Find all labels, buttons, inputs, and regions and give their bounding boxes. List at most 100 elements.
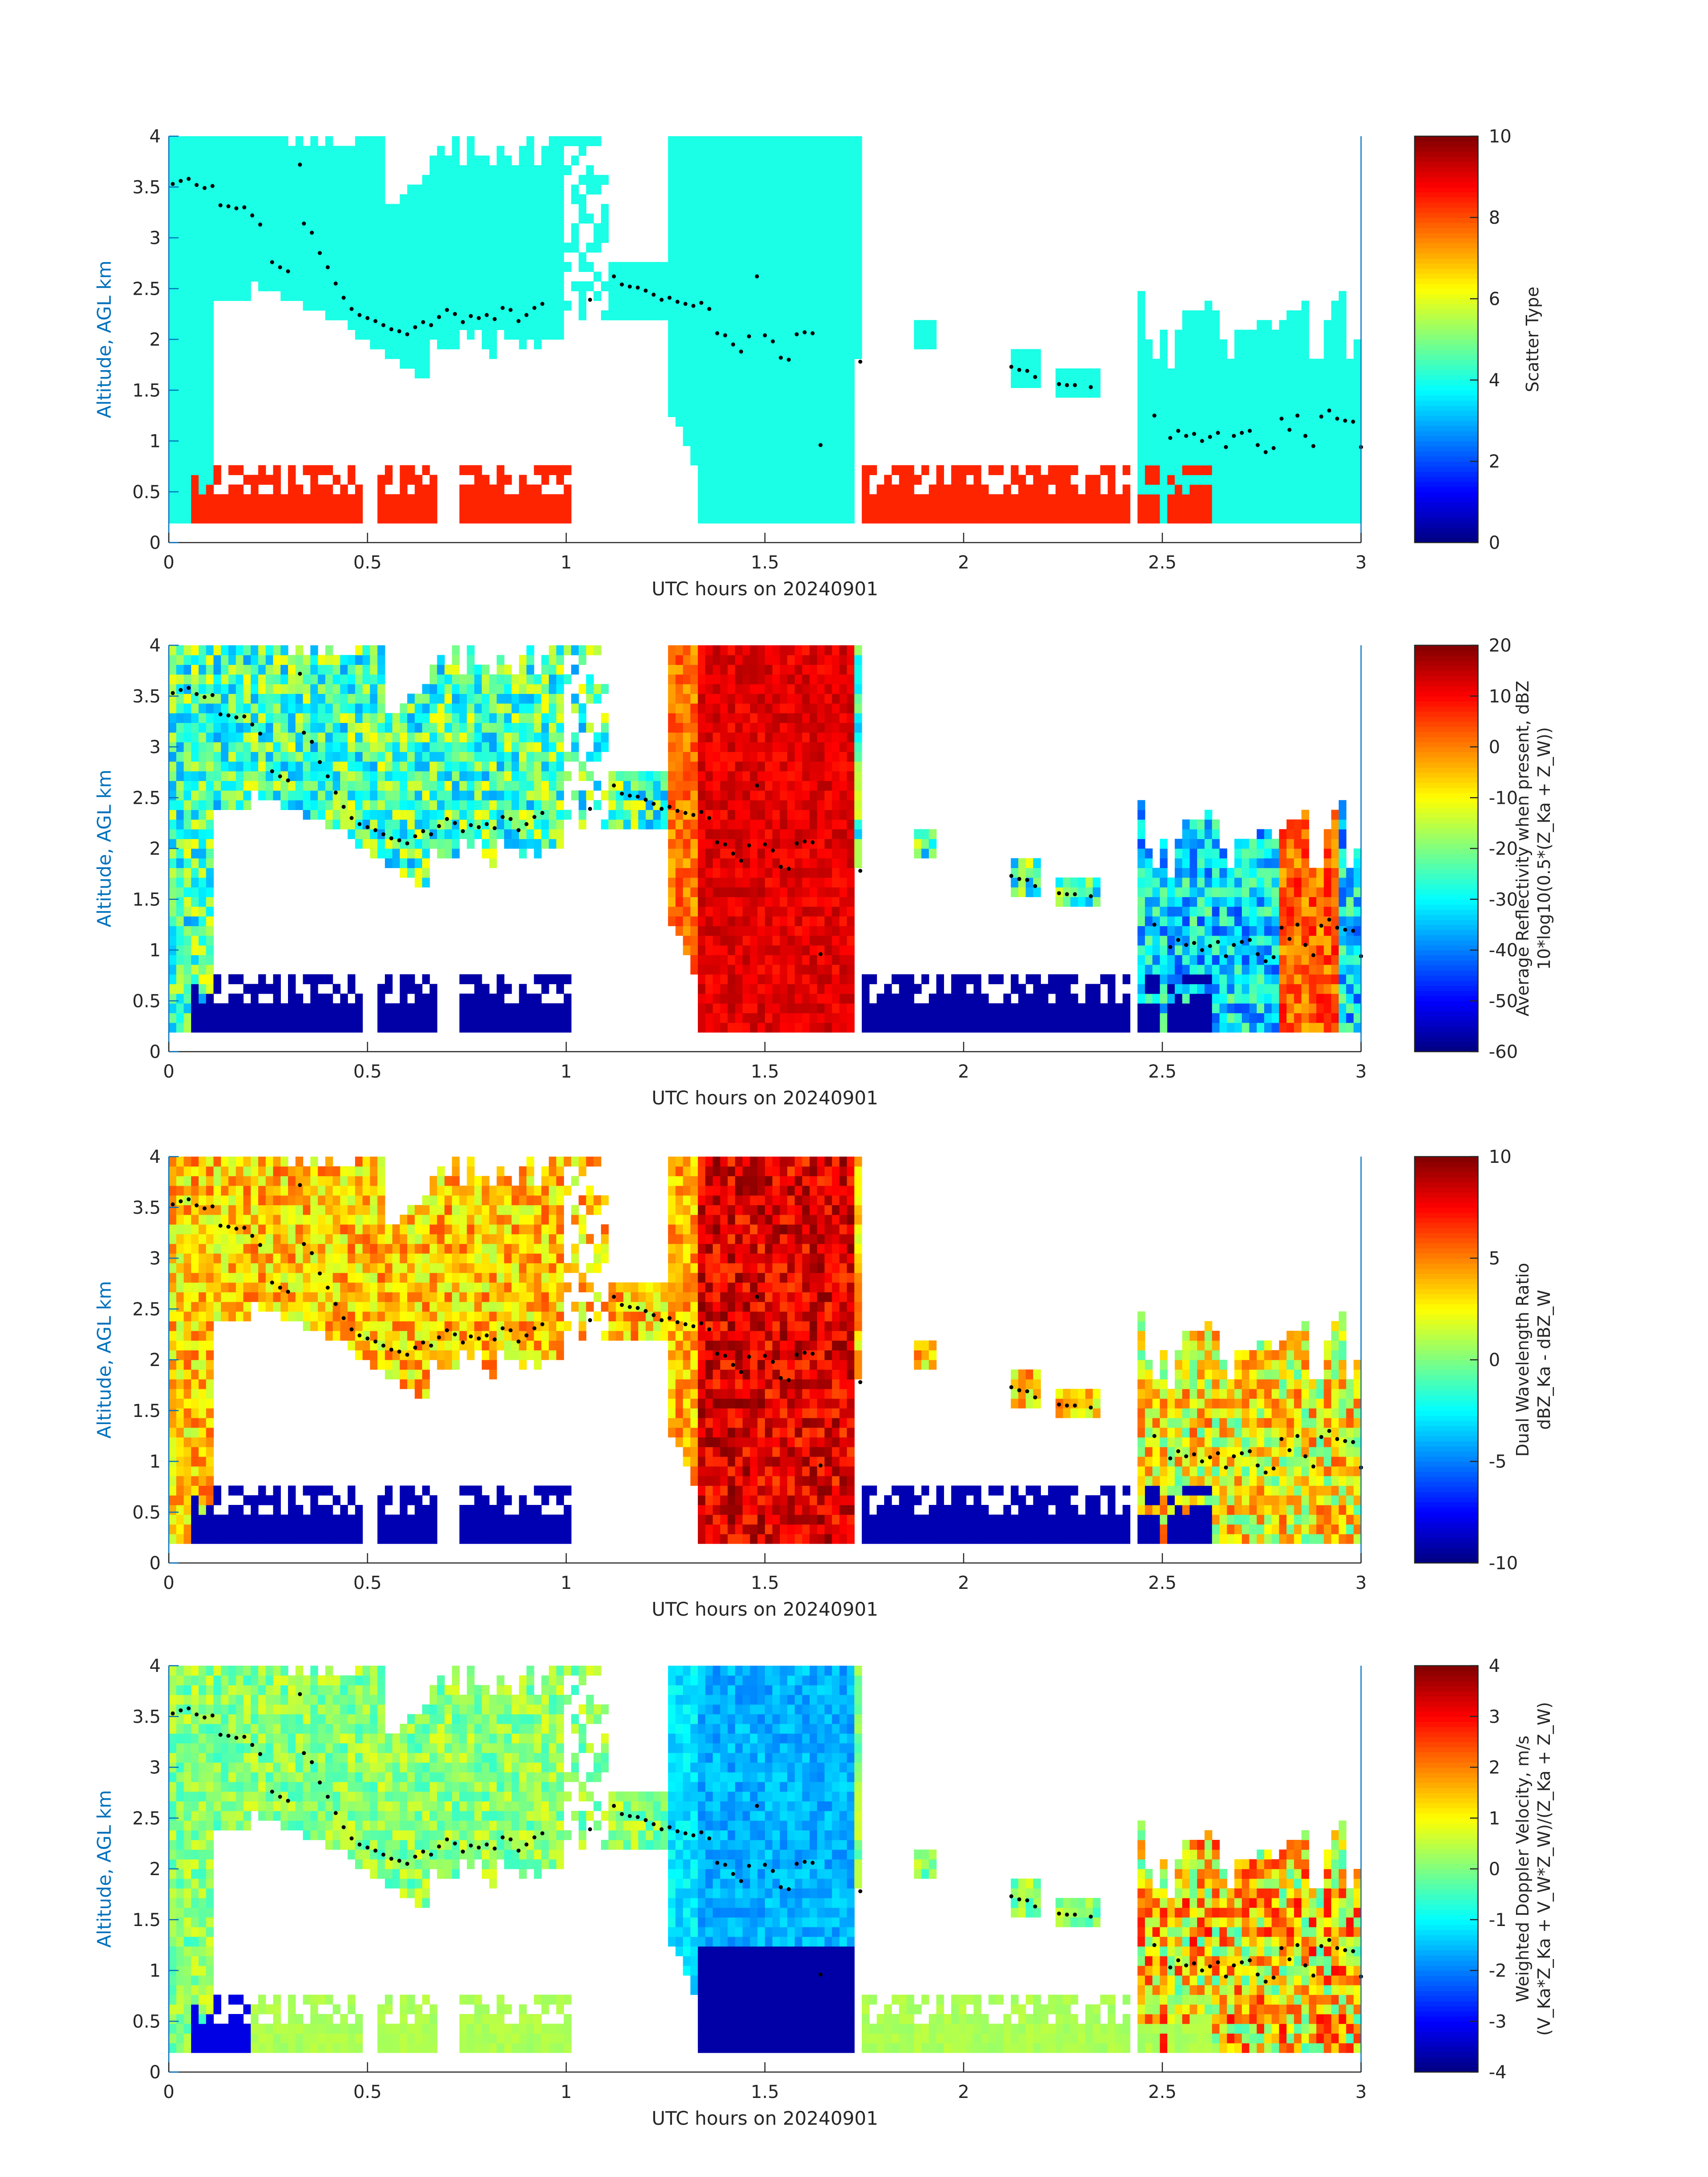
heatmap-cell: [601, 310, 609, 321]
heatmap-cell: [236, 233, 244, 243]
heatmap-cell: [370, 165, 378, 175]
heatmap-cell: [407, 272, 415, 282]
heatmap-cell: [646, 310, 654, 321]
heatmap-cell: [497, 242, 505, 253]
heatmap-cell: [384, 1023, 393, 1033]
heatmap-cell: [549, 771, 557, 781]
heatmap-cell: [765, 175, 773, 185]
heatmap-cell: [333, 301, 341, 311]
heatmap-cell: [810, 262, 818, 272]
heatmap-cell: [444, 674, 452, 685]
heatmap-cell: [258, 204, 266, 214]
heatmap-cell: [452, 281, 460, 292]
heatmap-cell: [787, 310, 795, 321]
heatmap-cell: [310, 175, 318, 185]
heatmap-cell: [519, 223, 527, 234]
heatmap-cell: [1077, 388, 1086, 398]
heatmap-cell: [347, 252, 355, 263]
heatmap-cell: [1040, 475, 1048, 485]
heatmap-cell: [184, 494, 192, 504]
heatmap-cell: [824, 504, 832, 514]
heatmap-cell: [1152, 494, 1161, 504]
heatmap-cell: [422, 272, 430, 282]
heatmap-cell: [1048, 494, 1056, 504]
heatmap-cell: [668, 233, 676, 243]
heatmap-cell: [206, 645, 214, 656]
heatmap-cell: [578, 213, 587, 224]
heatmap-cell: [519, 732, 527, 743]
heatmap-cell: [1137, 320, 1145, 330]
heatmap-cell: [422, 330, 430, 340]
heatmap-cell: [697, 465, 706, 475]
heatmap-cell: [780, 388, 788, 398]
heatmap-cell: [452, 800, 460, 810]
heatmap-cell: [213, 184, 221, 195]
heatmap-cell: [362, 771, 371, 781]
heatmap-cell: [392, 819, 400, 830]
heatmap-cell: [184, 839, 192, 849]
heatmap-cell: [206, 877, 214, 888]
heatmap-cell: [384, 790, 393, 801]
heatmap-cell: [422, 213, 430, 224]
heatmap-cell: [526, 829, 535, 839]
heatmap-cell: [668, 136, 676, 146]
heatmap-cell: [377, 819, 385, 830]
heatmap-cell: [243, 262, 251, 272]
heatmap-cell: [1145, 339, 1153, 350]
heatmap-cell: [713, 349, 721, 359]
heatmap-cell: [519, 175, 527, 185]
cloud-top-marker: [194, 183, 199, 187]
heatmap-cell: [1093, 485, 1101, 495]
heatmap-cell: [1160, 417, 1168, 427]
heatmap-cell: [355, 771, 363, 781]
colorbar-frame: [1414, 135, 1479, 543]
heatmap-cell: [794, 262, 803, 272]
heatmap-cell: [243, 984, 251, 994]
heatmap-cell: [817, 446, 825, 456]
heatmap-cell: [742, 223, 751, 234]
heatmap-cell: [519, 723, 527, 733]
heatmap-cell: [1353, 465, 1361, 475]
colorbar-band: [1415, 278, 1478, 284]
heatmap-cell: [467, 175, 475, 185]
heatmap-cell: [236, 213, 244, 224]
heatmap-cell: [191, 839, 199, 849]
heatmap-cell: [697, 233, 706, 243]
heatmap-cell: [802, 407, 810, 417]
heatmap-cell: [653, 281, 661, 292]
heatmap-cell: [675, 388, 684, 398]
heatmap-cell: [787, 494, 795, 504]
heatmap-cell: [422, 175, 430, 185]
heatmap-cell: [206, 146, 214, 156]
heatmap-cell: [675, 242, 684, 253]
heatmap-cell: [1026, 514, 1034, 524]
heatmap-cell: [697, 242, 706, 253]
heatmap-cell: [370, 146, 378, 156]
heatmap-cell: [1174, 330, 1183, 340]
heatmap-cell: [400, 723, 408, 733]
heatmap-cell: [347, 514, 355, 524]
heatmap-cell: [713, 194, 721, 205]
heatmap-cell: [1145, 368, 1153, 379]
heatmap-cell: [810, 417, 818, 427]
heatmap-cell: [802, 262, 810, 272]
heatmap-cell: [1152, 504, 1161, 514]
heatmap-cell: [1077, 378, 1086, 388]
colorbar-band: [1415, 187, 1478, 192]
heatmap-cell: [839, 146, 848, 156]
heatmap-cell: [757, 155, 765, 166]
heatmap-cell: [534, 165, 542, 175]
heatmap-cell: [675, 417, 684, 427]
heatmap-cell: [750, 262, 758, 272]
heatmap-cell: [869, 465, 877, 475]
heatmap-cell: [675, 165, 684, 175]
heatmap-cell: [675, 330, 684, 340]
heatmap-cell: [981, 485, 989, 495]
heatmap-cell: [206, 446, 214, 456]
heatmap-cell: [422, 194, 430, 205]
heatmap-cell: [668, 242, 676, 253]
heatmap-cell: [1033, 494, 1041, 504]
heatmap-cell: [198, 146, 207, 156]
heatmap-cell: [206, 839, 214, 849]
